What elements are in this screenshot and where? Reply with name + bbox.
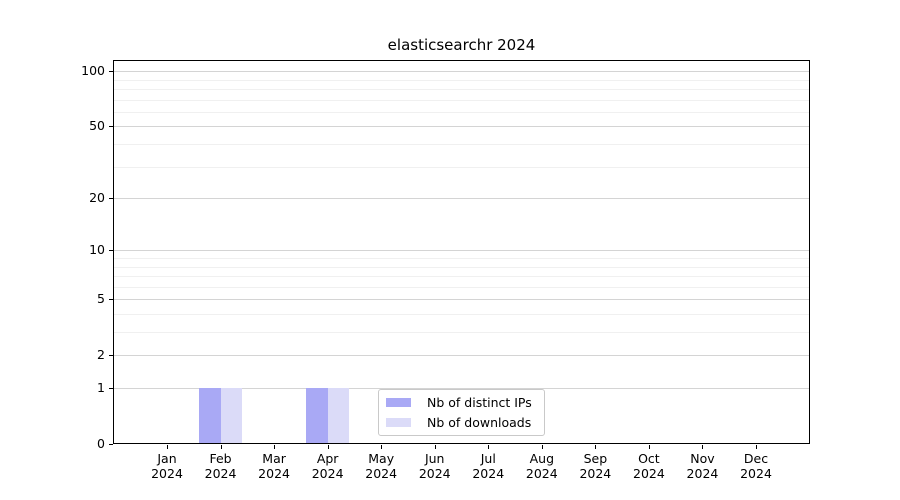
- bar-nb-of-distinct-ips-feb-2024: [199, 388, 221, 443]
- x-tick: [541, 445, 543, 449]
- y-tick-label: 5: [97, 291, 105, 307]
- y-tick-label: 2: [97, 347, 105, 363]
- bar-nb-of-distinct-ips-apr-2024: [306, 388, 328, 443]
- y-gridline-minor: [114, 166, 809, 168]
- y-tick-label: 0: [97, 436, 105, 451]
- x-tick-label: Mar 2024: [258, 451, 290, 481]
- x-tick-label: May 2024: [365, 451, 398, 481]
- legend: Nb of distinct IPs Nb of downloads: [378, 389, 545, 436]
- y-gridline-minor: [114, 99, 809, 101]
- y-gridline-major: [114, 198, 809, 200]
- y-tick: [109, 444, 113, 445]
- y-gridline-major: [114, 355, 809, 357]
- y-tick: [109, 388, 113, 389]
- y-tick-label: 10: [89, 242, 105, 258]
- y-gridline-minor: [114, 332, 809, 333]
- x-tick: [220, 445, 222, 449]
- legend-swatch-distinct-ips: [386, 398, 411, 407]
- x-tick-label: Apr 2024: [311, 451, 344, 481]
- y-gridline-major: [114, 250, 809, 252]
- x-tick: [434, 445, 436, 449]
- y-gridline-major: [114, 388, 809, 389]
- x-tick-label: Oct 2024: [633, 451, 665, 481]
- y-gridline-minor: [114, 111, 809, 113]
- plot-area: [113, 60, 810, 444]
- x-tick: [381, 445, 383, 449]
- y-gridline-minor: [114, 89, 809, 90]
- x-tick-label: Sep 2024: [579, 451, 612, 481]
- grid-layer: [114, 61, 809, 443]
- legend-label-distinct-ips: Nb of distinct IPs: [427, 395, 532, 410]
- y-gridline-minor: [114, 79, 809, 81]
- bars-layer: [114, 61, 809, 443]
- x-tick-label: Feb 2024: [204, 451, 237, 481]
- y-gridline-minor: [114, 257, 809, 259]
- x-tick-label: Aug 2024: [525, 451, 558, 481]
- y-gridline-minor: [114, 286, 809, 288]
- y-gridline-major: [114, 126, 809, 128]
- y-tick: [109, 126, 113, 128]
- y-tick: [109, 355, 113, 357]
- y-gridline-minor: [114, 266, 809, 268]
- x-tick: [488, 445, 490, 449]
- y-tick: [109, 198, 113, 200]
- x-tick: [274, 445, 276, 449]
- bar-nb-of-downloads-apr-2024: [327, 388, 350, 443]
- x-tick: [648, 445, 650, 449]
- y-gridline-major: [114, 71, 809, 73]
- x-tick: [327, 445, 329, 449]
- x-tick: [595, 445, 597, 449]
- x-tick-label: Jul 2024: [472, 451, 505, 481]
- x-tick: [702, 445, 704, 449]
- legend-entry-distinct-ips: Nb of distinct IPs: [379, 395, 544, 410]
- x-tick: [756, 445, 757, 449]
- x-tick: [167, 445, 168, 449]
- x-tick-label: Jun 2024: [418, 451, 451, 481]
- y-tick-label: 20: [89, 190, 105, 206]
- y-tick: [109, 71, 113, 73]
- legend-label-downloads: Nb of downloads: [427, 415, 532, 430]
- y-tick-label: 50: [89, 118, 105, 134]
- legend-entry-downloads: Nb of downloads: [379, 415, 544, 430]
- x-tick-label: Dec 2024: [740, 451, 772, 481]
- y-gridline-minor: [114, 313, 809, 315]
- y-gridline-minor: [114, 276, 809, 278]
- chart-title: elasticsearchr 2024: [387, 36, 536, 54]
- y-gridline-minor: [114, 144, 809, 145]
- y-gridline-major: [114, 299, 809, 301]
- bar-nb-of-downloads-feb-2024: [220, 388, 243, 443]
- y-tick: [109, 250, 113, 252]
- legend-swatch-downloads: [386, 418, 411, 427]
- y-tick-label: 100: [81, 63, 105, 79]
- x-tick-label: Jan 2024: [151, 451, 183, 481]
- y-tick: [109, 299, 113, 301]
- y-tick-label: 1: [97, 380, 105, 395]
- x-tick-label: Nov 2024: [686, 451, 719, 481]
